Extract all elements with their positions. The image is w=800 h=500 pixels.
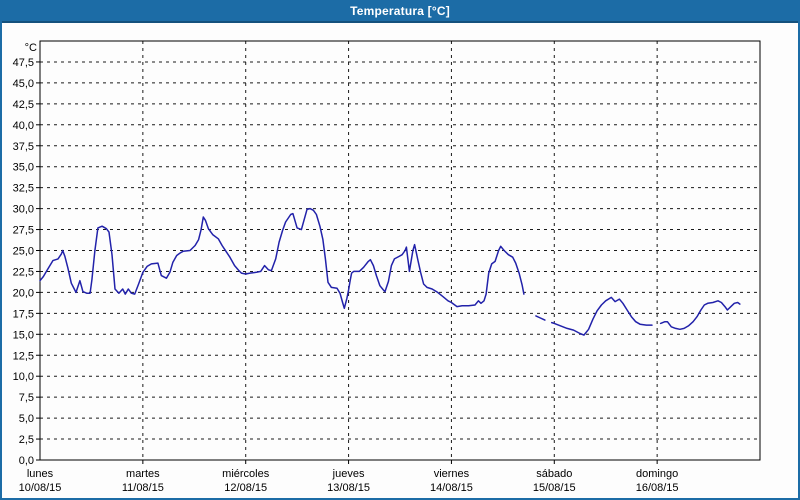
x-axis-day-label: lunes [27, 468, 54, 480]
x-axis-date-label: 16/08/15 [636, 482, 679, 494]
y-axis-label: 2,5 [19, 434, 34, 446]
temperature-line-segment [535, 315, 546, 321]
y-axis-label: 20,0 [13, 287, 34, 299]
y-axis-unit-label: °C [25, 42, 37, 54]
x-axis-date-label: 14/08/15 [430, 482, 473, 494]
x-axis-date-label: 12/08/15 [224, 482, 267, 494]
x-axis-day-label: miércoles [222, 468, 270, 480]
y-axis-label: 15,0 [13, 329, 34, 341]
temperature-line-segment [39, 207, 525, 310]
y-axis-label: 27,5 [13, 225, 34, 237]
temperature-line-segment [550, 296, 653, 336]
x-axis-date-label: 13/08/15 [327, 482, 370, 494]
x-axis-date-label: 15/08/15 [533, 482, 576, 494]
y-axis-label: 35,0 [13, 162, 34, 174]
y-axis-label: 5,0 [19, 413, 34, 425]
y-axis-label: 17,5 [13, 308, 34, 320]
y-axis-label: 42,5 [13, 99, 34, 111]
y-axis-label: 0,0 [19, 455, 34, 467]
x-axis-day-label: viernes [434, 468, 470, 480]
x-axis-day-label: domingo [636, 468, 678, 480]
x-axis-day-label: martes [126, 468, 160, 480]
y-axis-label: 32,5 [13, 183, 34, 195]
window-title: Temperatura [°C] [350, 4, 450, 18]
x-axis-day-label: jueves [332, 468, 365, 480]
y-axis-label: 40,0 [13, 120, 34, 132]
y-axis-label: 37,5 [13, 141, 34, 153]
y-axis-label: 10,0 [13, 371, 34, 383]
y-axis-label: 22,5 [13, 266, 34, 278]
y-axis-label: 45,0 [13, 78, 34, 90]
x-axis-date-label: 11/08/15 [122, 482, 164, 494]
temperature-line-segment [659, 300, 741, 331]
y-axis-label: 7,5 [19, 392, 34, 404]
y-axis-label: 47,5 [13, 57, 34, 69]
y-axis-label: 30,0 [13, 204, 34, 216]
y-axis-label: 12,5 [13, 350, 34, 362]
x-axis-date-label: 10/08/15 [19, 482, 62, 494]
title-bar: Temperatura [°C] [2, 2, 798, 23]
y-axis-label: 25,0 [13, 246, 34, 258]
x-axis-day-label: sábado [536, 468, 572, 480]
